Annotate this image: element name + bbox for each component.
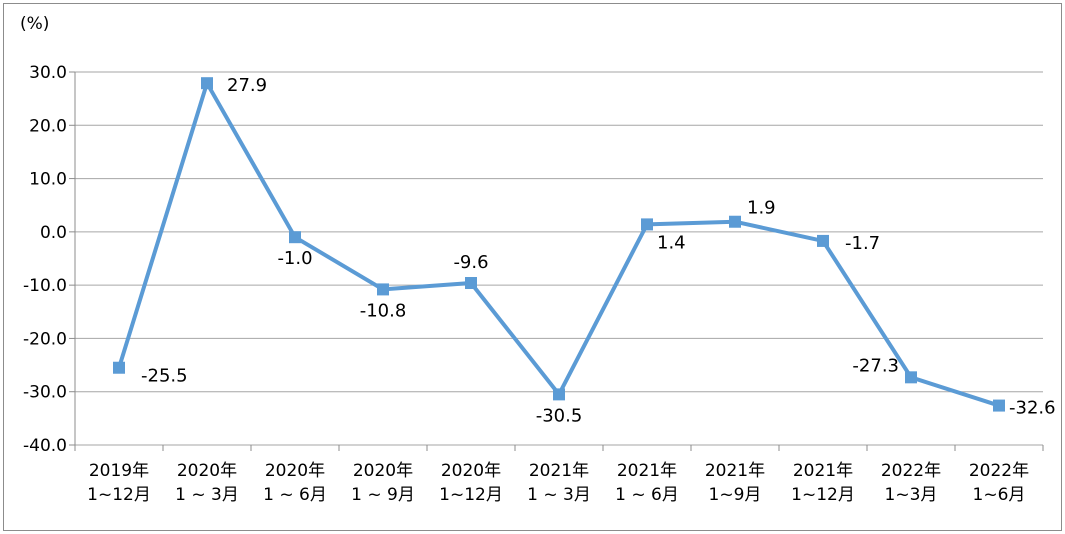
data-point (905, 371, 917, 384)
data-point (553, 388, 565, 401)
data-label: 27.9 (227, 75, 267, 96)
y-tick-label: -40.0 (23, 436, 67, 456)
data-label: -30.5 (536, 405, 583, 426)
data-label: -10.8 (360, 300, 407, 321)
x-tick-label: 2020年 1~12月 (439, 461, 503, 505)
y-tick-label: 0.0 (40, 223, 67, 243)
data-point (465, 277, 477, 290)
y-tick-label: 20.0 (29, 116, 67, 136)
x-tick-label: 2022年 1~3月 (881, 461, 941, 505)
data-label: -1.7 (845, 233, 880, 254)
data-point (817, 234, 829, 247)
gridlines (75, 71, 1043, 446)
data-label: -9.6 (453, 252, 488, 273)
data-point (289, 231, 301, 244)
y-tick-label: 30.0 (29, 63, 67, 83)
data-label: 1.4 (657, 232, 686, 253)
data-label: -32.6 (1009, 398, 1056, 419)
series-markers (113, 77, 1005, 412)
data-point (993, 399, 1005, 412)
x-tick-label: 2019年 1~12月 (87, 461, 151, 505)
x-tick-label: 2021年 1~9月 (705, 461, 765, 505)
y-tick-label: 10.0 (29, 170, 67, 190)
data-label: -1.0 (277, 248, 312, 269)
x-tick-label: 2021年 1 ~ 6月 (615, 461, 679, 505)
x-tick-label: 2021年 1 ~ 3月 (527, 461, 591, 505)
y-tick-label: -30.0 (23, 383, 67, 403)
data-point (201, 77, 213, 90)
x-tick-label: 2022年 1~6月 (969, 461, 1029, 505)
data-labels: -25.5 27.9 -1.0 -10.8 -9.6 -30.5 1.4 1.9 -1.7 -27… (141, 75, 1056, 426)
data-point (113, 361, 125, 374)
data-label: -25.5 (141, 366, 188, 387)
data-label: -27.3 (852, 355, 899, 376)
data-label: 1.9 (747, 198, 776, 219)
data-point (377, 283, 389, 296)
y-tick-label: -10.0 (23, 276, 67, 296)
x-tick-label: 2021年 1~12月 (791, 461, 855, 505)
x-tick-label: 2020年 1 ~ 9月 (351, 461, 415, 505)
data-point (729, 215, 741, 228)
axes: 30.0 20.0 10.0 0.0 -10.0 -20.0 -30.0 -40.0 2019年… (23, 63, 1044, 505)
y-tick-label: -20.0 (23, 329, 67, 349)
data-point (641, 218, 653, 231)
unit-label: (%) (20, 14, 49, 34)
x-tick-label: 2020年 1 ~ 3月 (175, 461, 239, 505)
chart-frame (3, 3, 1062, 531)
x-tick-label: 2020年 1 ~ 6月 (263, 461, 327, 505)
